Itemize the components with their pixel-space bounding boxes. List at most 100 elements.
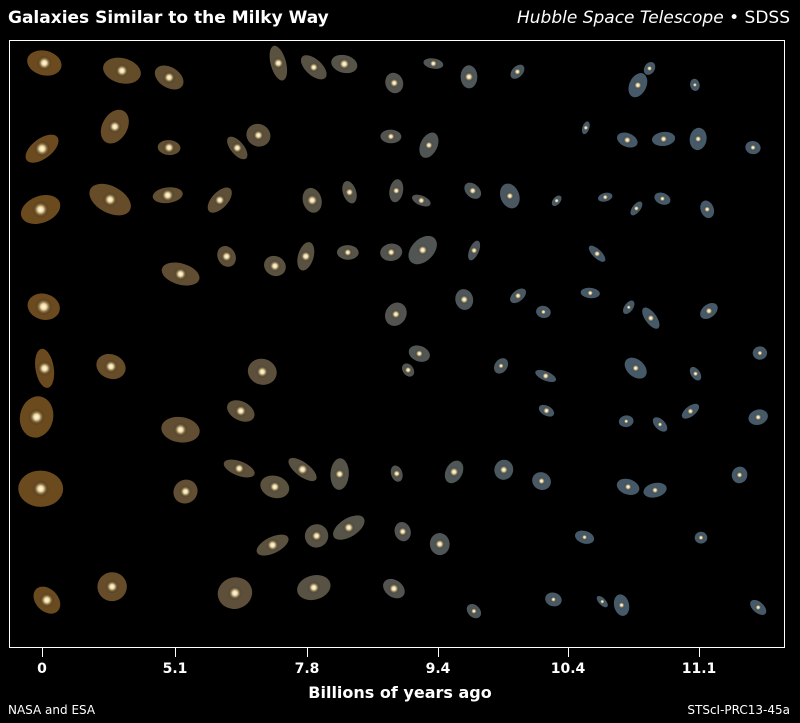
galaxy-image xyxy=(380,129,402,144)
galaxy-image xyxy=(264,255,286,277)
galaxy-image xyxy=(385,302,407,326)
galaxy-image xyxy=(269,45,288,81)
axis-title: Billions of years ago xyxy=(308,683,492,702)
axis-tick-10-4 xyxy=(568,647,569,657)
galaxy-image xyxy=(654,192,671,205)
axis-tick-label: 5.1 xyxy=(162,661,188,677)
galaxy-image xyxy=(689,366,702,381)
galaxy-image xyxy=(510,288,527,304)
galaxy-field xyxy=(18,45,768,619)
galaxy-image xyxy=(383,578,405,599)
galaxy-image xyxy=(256,534,289,556)
credit-bullet: • xyxy=(729,8,740,28)
galaxy-image xyxy=(689,127,707,151)
galaxy-image xyxy=(624,357,647,379)
axis-tick-7-8 xyxy=(307,647,308,657)
galaxy-image xyxy=(423,58,444,69)
galaxy-image xyxy=(700,302,718,319)
galaxy-image xyxy=(545,592,562,607)
galaxy-image xyxy=(581,121,590,135)
galaxy-image xyxy=(408,345,430,362)
galaxy-image xyxy=(27,293,60,320)
galaxy-image xyxy=(538,404,555,417)
credit-sdss: SDSS xyxy=(744,8,790,28)
galaxy-image xyxy=(536,305,551,319)
galaxy-image xyxy=(681,403,700,419)
galaxy-image xyxy=(227,400,255,422)
galaxy-image xyxy=(748,409,768,426)
galaxy-image xyxy=(623,300,635,315)
galaxy-image xyxy=(223,459,255,478)
galaxy-image xyxy=(690,78,700,91)
galaxy-image xyxy=(333,515,365,540)
galaxy-image xyxy=(494,459,514,480)
galaxy-image xyxy=(20,195,61,225)
galaxy-image xyxy=(598,192,613,202)
axis-tick-11-1 xyxy=(699,647,700,657)
galaxy-image xyxy=(596,595,608,608)
galaxy-image xyxy=(380,243,403,262)
galaxy-image xyxy=(25,134,59,163)
galaxy-image xyxy=(618,415,634,428)
galaxy-image xyxy=(494,358,509,374)
galaxy-image xyxy=(752,346,768,360)
galaxy-image xyxy=(342,181,357,204)
galaxy-image xyxy=(297,575,331,601)
galaxy-image xyxy=(617,132,638,148)
galaxy-image xyxy=(628,73,648,98)
galaxy-image xyxy=(217,245,236,267)
galaxy-image xyxy=(161,262,200,286)
galaxy-image xyxy=(246,123,271,147)
galaxy-image xyxy=(330,458,349,490)
galaxy-image xyxy=(455,289,474,310)
axis-tick-0 xyxy=(42,647,43,657)
galaxy-image xyxy=(535,369,557,383)
galaxy-image xyxy=(100,109,129,144)
galaxy-image xyxy=(651,131,676,147)
galaxy-image xyxy=(103,57,141,84)
galaxy-image xyxy=(630,201,643,216)
galaxy-image xyxy=(89,183,131,216)
galaxy-image xyxy=(419,132,439,158)
galaxy-image xyxy=(694,531,708,544)
galaxy-image xyxy=(152,187,183,204)
galaxy-image xyxy=(510,64,525,79)
galaxy-image xyxy=(19,396,54,438)
galaxy-image xyxy=(460,65,478,89)
galaxy-image xyxy=(260,475,290,499)
galaxy-image xyxy=(390,465,403,482)
galaxy-image xyxy=(652,417,668,432)
galaxy-image xyxy=(389,179,404,203)
galaxy-image xyxy=(588,245,606,262)
galaxy-image xyxy=(27,50,62,76)
axis-tick-label: 7.8 xyxy=(294,661,320,677)
galaxy-image xyxy=(35,348,55,388)
galaxy-image xyxy=(288,457,317,482)
galaxy-image xyxy=(154,65,184,90)
galaxy-image xyxy=(161,416,200,443)
galaxy-image xyxy=(574,530,595,544)
galaxy-image xyxy=(304,524,329,548)
galaxy-image xyxy=(412,194,431,207)
galaxy-image xyxy=(247,358,277,385)
galaxy-image xyxy=(750,599,767,615)
image-title: Galaxies Similar to the Milky Way xyxy=(8,8,329,28)
galaxy-image xyxy=(331,54,358,74)
galaxy-image xyxy=(642,307,660,329)
axis-tick-5-1 xyxy=(175,647,176,657)
galaxy-field-frame xyxy=(9,40,785,648)
galaxy-image xyxy=(217,577,253,609)
galaxy-image xyxy=(408,235,437,265)
galaxy-image xyxy=(532,472,551,491)
galaxy-image xyxy=(613,594,630,616)
galaxy-image xyxy=(731,466,748,484)
image-credit-top: Hubble Space Telescope • SDSS xyxy=(517,8,790,28)
axis-tick-label: 11.1 xyxy=(681,661,717,677)
galaxy-image xyxy=(385,72,404,94)
credit-hubble: Hubble Space Telescope xyxy=(516,8,724,28)
galaxy-image xyxy=(429,533,450,556)
credit-nasa-esa: NASA and ESA xyxy=(8,703,96,717)
galaxy-image xyxy=(207,187,232,213)
galaxy-image xyxy=(466,603,482,619)
galaxy-image xyxy=(297,242,315,271)
